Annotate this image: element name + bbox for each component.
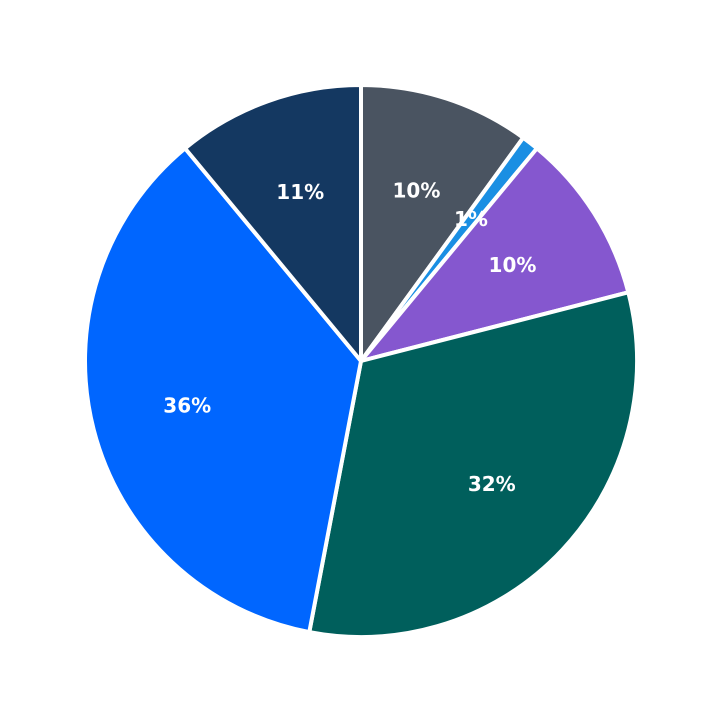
pie-slice-4 bbox=[83, 146, 363, 635]
pie-slice-0 bbox=[359, 83, 526, 363]
slice-label-1: 1% bbox=[454, 207, 488, 231]
slice-label-2: 10% bbox=[489, 253, 537, 277]
pie-slice-3 bbox=[307, 290, 639, 639]
pie-slice-5 bbox=[183, 83, 363, 363]
slice-label-4: 36% bbox=[163, 394, 211, 418]
slice-label-3: 32% bbox=[468, 472, 516, 496]
slice-label-0: 10% bbox=[393, 178, 441, 202]
slice-label-5: 11% bbox=[276, 180, 324, 204]
